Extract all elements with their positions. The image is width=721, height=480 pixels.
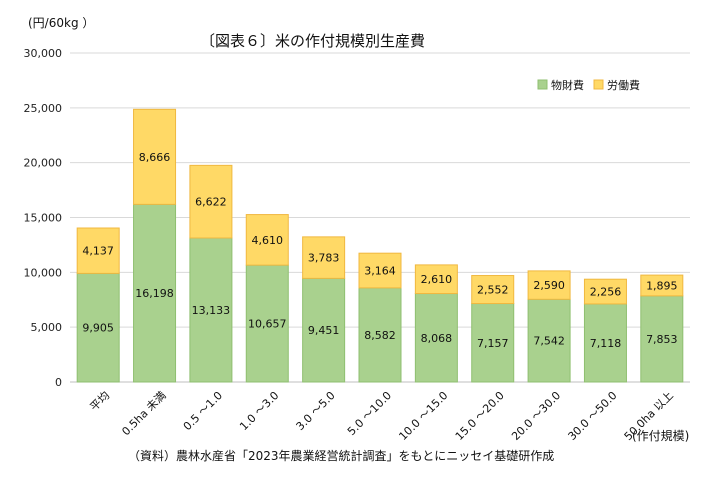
bar-labor-cost (358, 252, 402, 289)
y-tick-label: 15,000 (24, 212, 63, 225)
data-label: 8,068 (421, 332, 453, 345)
y-axis-unit: (円/60kg ） (28, 16, 95, 30)
bar-labor-cost (245, 214, 289, 266)
data-label: 4,137 (82, 245, 114, 258)
x-category-label: 20.0 ～30.0 (509, 389, 563, 443)
bar-labor-cost (189, 164, 233, 239)
chart-title: 〔図表６〕米の作付規模別生産費 (200, 32, 426, 50)
data-label: 2,256 (590, 286, 622, 299)
bar-material-cost (583, 303, 627, 383)
data-label: 1,895 (646, 279, 678, 292)
bar-labor-cost (471, 275, 515, 305)
x-category-label: 10.0 ～15.0 (396, 389, 450, 443)
data-label: 3,783 (308, 252, 340, 265)
bar-material-cost (133, 203, 177, 383)
x-category-label: 3.0 ～5.0 (294, 389, 338, 433)
bar-labor-cost (583, 278, 627, 305)
source-note: （資料）農林水産省「2023年農業経営統計調査」をもとにニッセイ基礎研作成 (128, 449, 555, 463)
data-label: 10,657 (248, 318, 287, 331)
bar-labor-cost (133, 108, 177, 205)
data-label: 9,905 (82, 322, 114, 335)
x-category-label: 1.0 ～3.0 (237, 389, 281, 433)
data-label: 6,622 (195, 196, 227, 209)
y-tick-label: 10,000 (24, 266, 63, 279)
bar-labor-cost (302, 236, 346, 279)
data-label: 13,133 (192, 304, 231, 317)
legend-swatch (537, 79, 548, 90)
y-tick-label: 25,000 (24, 102, 63, 115)
y-tick-label: 5,000 (31, 321, 63, 334)
data-label: 4,610 (252, 234, 284, 247)
data-label: 7,157 (477, 337, 509, 350)
bar-labor-cost (527, 270, 571, 300)
bar-material-cost (471, 303, 515, 383)
data-label: 7,542 (533, 335, 565, 348)
data-label: 7,118 (590, 337, 622, 350)
bar-material-cost (358, 287, 402, 383)
x-category-label: 15.0 ～20.0 (453, 389, 507, 443)
x-axis-unit: (作付規模) (632, 429, 690, 443)
legend-label: 労働費 (607, 78, 640, 92)
y-tick-label: 30,000 (24, 47, 63, 60)
bar-labor-cost (414, 264, 458, 295)
bar-material-cost (302, 277, 346, 383)
data-label: 2,552 (477, 284, 509, 297)
data-label: 3,164 (364, 265, 396, 278)
bar-material-cost (527, 298, 571, 383)
bar-labor-cost (76, 227, 120, 274)
legend-swatch (593, 79, 604, 90)
bar-material-cost (245, 264, 289, 383)
bar-material-cost (414, 293, 458, 383)
data-label: 9,451 (308, 324, 340, 337)
x-category-label: 5.0 ～10.0 (345, 389, 394, 438)
x-category-label: 0.5ha 未満 (119, 389, 168, 438)
x-category-label: 平均 (88, 389, 113, 414)
bar-material-cost (640, 295, 684, 383)
legend-label: 物財費 (551, 78, 584, 92)
data-label: 2,610 (421, 273, 453, 286)
bar-labor-cost (640, 274, 684, 297)
data-label: 16,198 (135, 287, 174, 300)
x-category-label: 0.5 ～1.0 (181, 389, 225, 433)
x-category-label: 30.0 ～50.0 (565, 389, 619, 443)
data-label: 8,582 (364, 329, 396, 342)
y-tick-label: 20,000 (24, 157, 63, 170)
data-label: 7,853 (646, 333, 678, 346)
bar-material-cost (76, 272, 120, 383)
y-tick-label: 0 (55, 376, 62, 389)
bar-material-cost (189, 237, 233, 383)
data-label: 2,590 (533, 279, 565, 292)
data-label: 8,666 (139, 151, 171, 164)
